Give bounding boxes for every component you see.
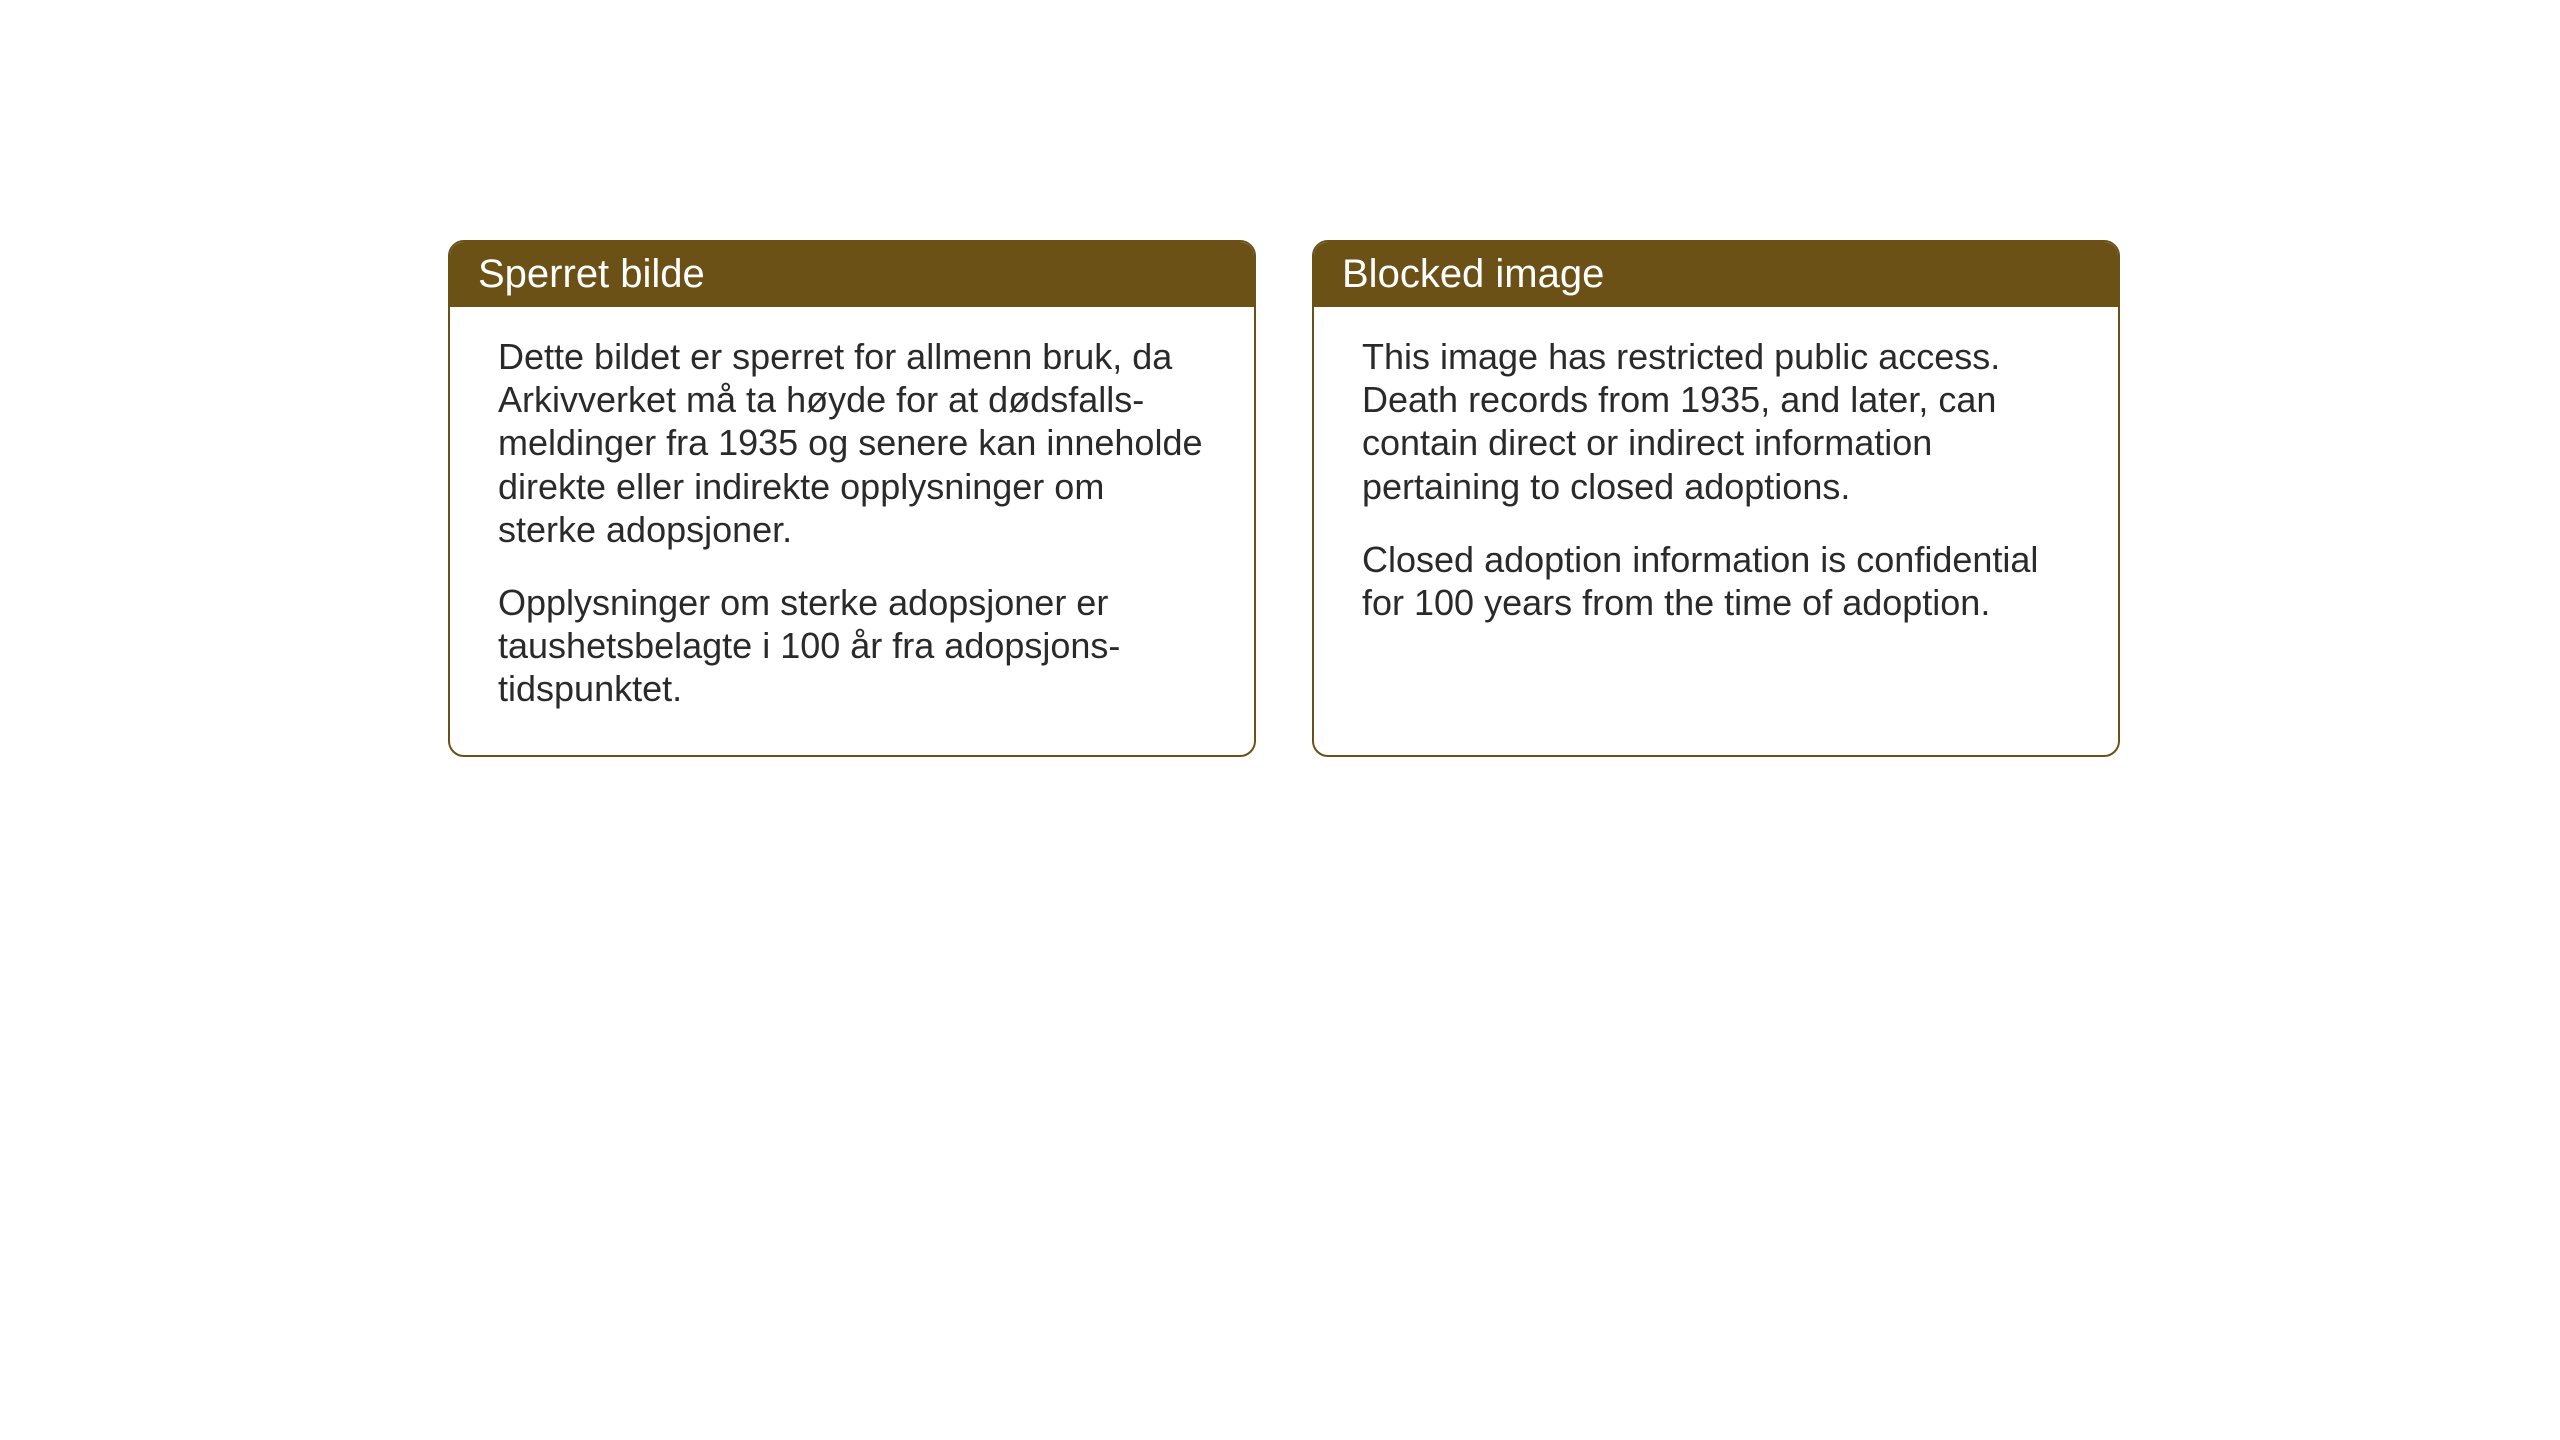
notice-title-norwegian: Sperret bilde <box>478 252 705 296</box>
notice-paragraph-2-english: Closed adoption information is confident… <box>1362 538 2070 624</box>
notice-paragraph-1-norwegian: Dette bildet er sperret for allmenn bruk… <box>498 335 1206 551</box>
notice-box-norwegian: Sperret bilde Dette bildet er sperret fo… <box>448 240 1256 757</box>
notice-body-english: This image has restricted public access.… <box>1314 307 2118 668</box>
notices-container: Sperret bilde Dette bildet er sperret fo… <box>448 240 2120 757</box>
notice-paragraph-2-norwegian: Opplysninger om sterke adopsjoner er tau… <box>498 581 1206 711</box>
notice-body-norwegian: Dette bildet er sperret for allmenn bruk… <box>450 307 1254 755</box>
notice-header-english: Blocked image <box>1314 242 2118 307</box>
notice-paragraph-1-english: This image has restricted public access.… <box>1362 335 2070 508</box>
notice-header-norwegian: Sperret bilde <box>450 242 1254 307</box>
notice-box-english: Blocked image This image has restricted … <box>1312 240 2120 757</box>
notice-title-english: Blocked image <box>1342 252 1604 296</box>
